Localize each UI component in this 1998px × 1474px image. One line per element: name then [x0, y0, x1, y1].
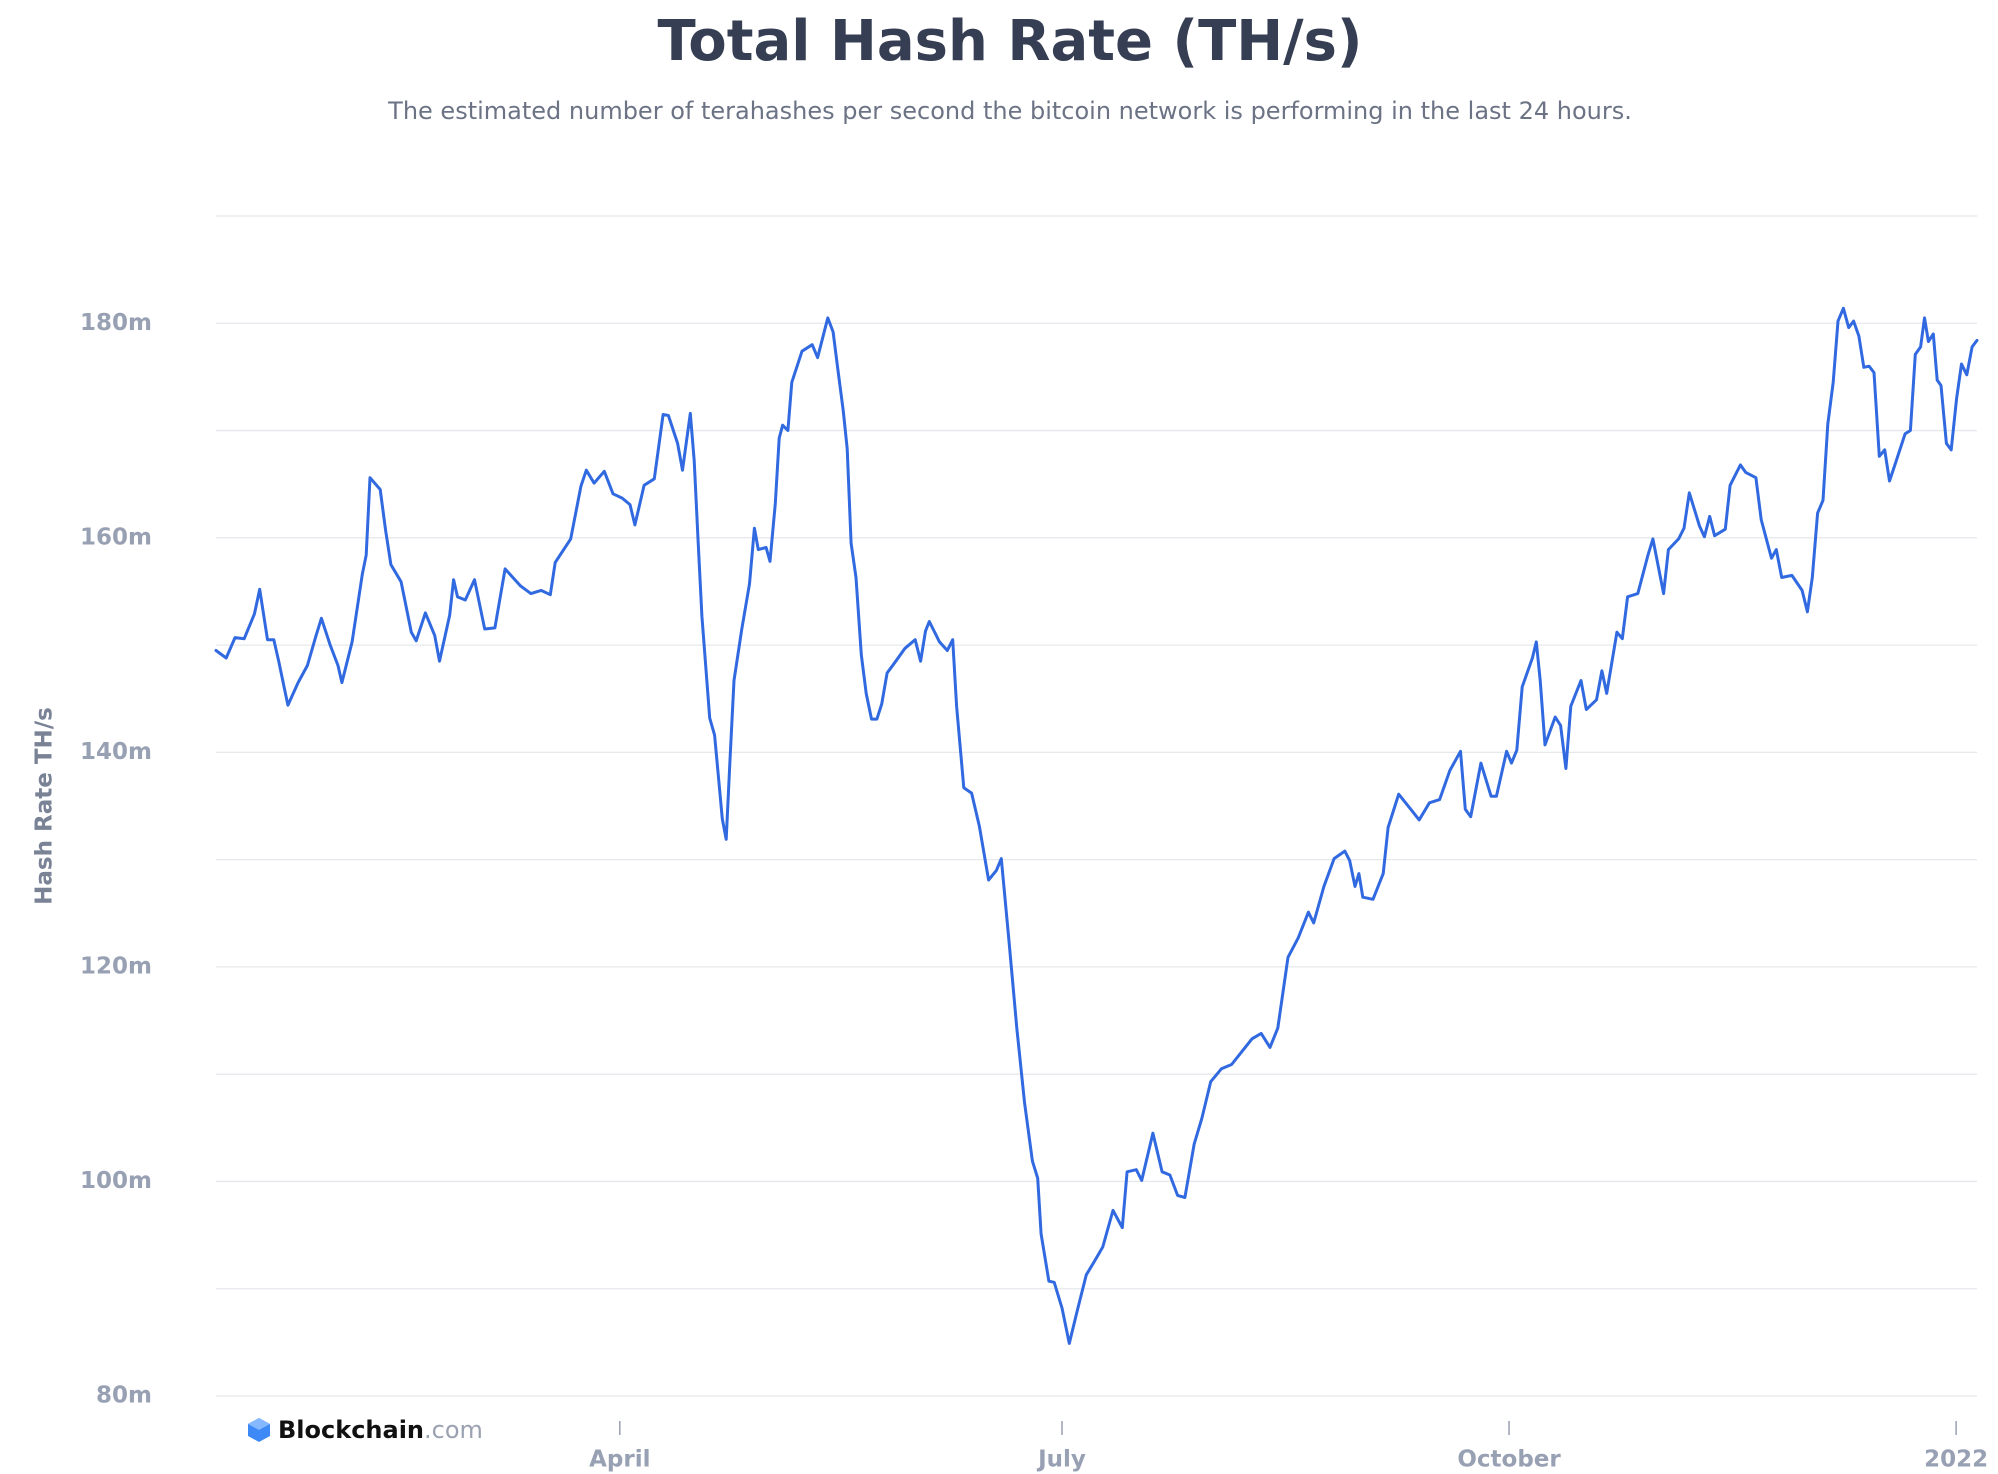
- line-series: [214, 306, 1979, 1345]
- x-tick-label: October: [1457, 1447, 1561, 1473]
- brand-name-suffix: .com: [424, 1416, 483, 1444]
- x-tick-label: 2022: [1924, 1447, 1988, 1473]
- y-tick-label: 100m: [80, 1168, 152, 1194]
- x-tick-label: April: [589, 1447, 650, 1473]
- brand-name-main: Blockchain: [278, 1416, 424, 1444]
- y-tick-label: 180m: [80, 310, 152, 336]
- brand-name: Blockchain.com: [278, 1416, 483, 1444]
- chart-title: Total Hash Rate (TH/s): [657, 9, 1362, 74]
- brand: Blockchain.com: [248, 1416, 483, 1444]
- chart-subtitle: The estimated number of terahashes per s…: [387, 97, 1632, 125]
- y-tick-label: 120m: [80, 953, 152, 979]
- x-tick-label: July: [1036, 1447, 1086, 1473]
- y-tick-label: 80m: [96, 1383, 152, 1409]
- y-axis-label: Hash Rate TH/s: [32, 707, 58, 905]
- brand-logo-top: [248, 1418, 270, 1430]
- y-tick-label: 160m: [80, 524, 152, 550]
- y-tick-label: 140m: [80, 739, 152, 765]
